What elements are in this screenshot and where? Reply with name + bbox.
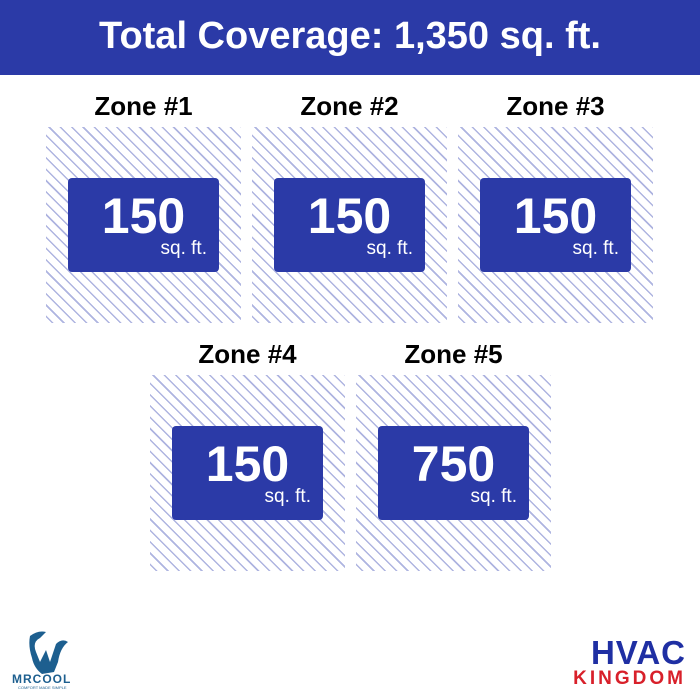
- zone-label: Zone #4: [198, 339, 297, 369]
- page-title: Total Coverage: 1,350 sq. ft.: [0, 0, 700, 75]
- coverage-value: 150: [307, 188, 392, 244]
- hvac-kingdom-logo: HVAC KINGDOM: [573, 634, 686, 690]
- coverage-value: 750: [411, 436, 496, 492]
- coverage-unit: sq. ft.: [160, 238, 207, 259]
- coverage-badge: 150 sq. ft.: [172, 426, 323, 520]
- zone-3: Zone #3 150 sq. ft.: [458, 91, 653, 323]
- zone-label: Zone #1: [94, 91, 193, 121]
- zone-area: 150 sq. ft.: [252, 127, 447, 323]
- zone-4: Zone #4 150 sq. ft.: [150, 339, 345, 571]
- coverage-value: 150: [101, 188, 186, 244]
- zone-area: 150 sq. ft.: [458, 127, 653, 323]
- kingdom-text: KINGDOM: [573, 668, 686, 689]
- zone-area: 150 sq. ft.: [46, 127, 241, 323]
- coverage-badge: 150 sq. ft.: [274, 178, 425, 272]
- coverage-value: 150: [205, 436, 290, 492]
- zone-label: Zone #3: [506, 91, 605, 121]
- zone-label: Zone #2: [300, 91, 399, 121]
- zone-area: 750 sq. ft.: [356, 375, 551, 571]
- mrcool-logo: MRCOOL COMFORT MADE SIMPLE: [10, 628, 105, 690]
- coverage-unit: sq. ft.: [572, 238, 619, 259]
- zone-label: Zone #5: [404, 339, 503, 369]
- coverage-badge: 750 sq. ft.: [378, 426, 529, 520]
- coverage-unit: sq. ft.: [366, 238, 413, 259]
- coverage-badge: 150 sq. ft.: [68, 178, 219, 272]
- svg-text:MRCOOL: MRCOOL: [12, 672, 71, 686]
- coverage-unit: sq. ft.: [470, 486, 517, 507]
- zone-5: Zone #5 750 sq. ft.: [356, 339, 551, 571]
- zone-area: 150 sq. ft.: [150, 375, 345, 571]
- coverage-unit: sq. ft.: [264, 486, 311, 507]
- hvac-text: HVAC: [590, 634, 686, 671]
- coverage-value: 150: [513, 188, 598, 244]
- zone-2: Zone #2 150 sq. ft.: [252, 91, 447, 323]
- coverage-badge: 150 sq. ft.: [480, 178, 631, 272]
- svg-text:COMFORT MADE SIMPLE: COMFORT MADE SIMPLE: [18, 685, 67, 690]
- zone-1: Zone #1 150 sq. ft.: [46, 91, 241, 323]
